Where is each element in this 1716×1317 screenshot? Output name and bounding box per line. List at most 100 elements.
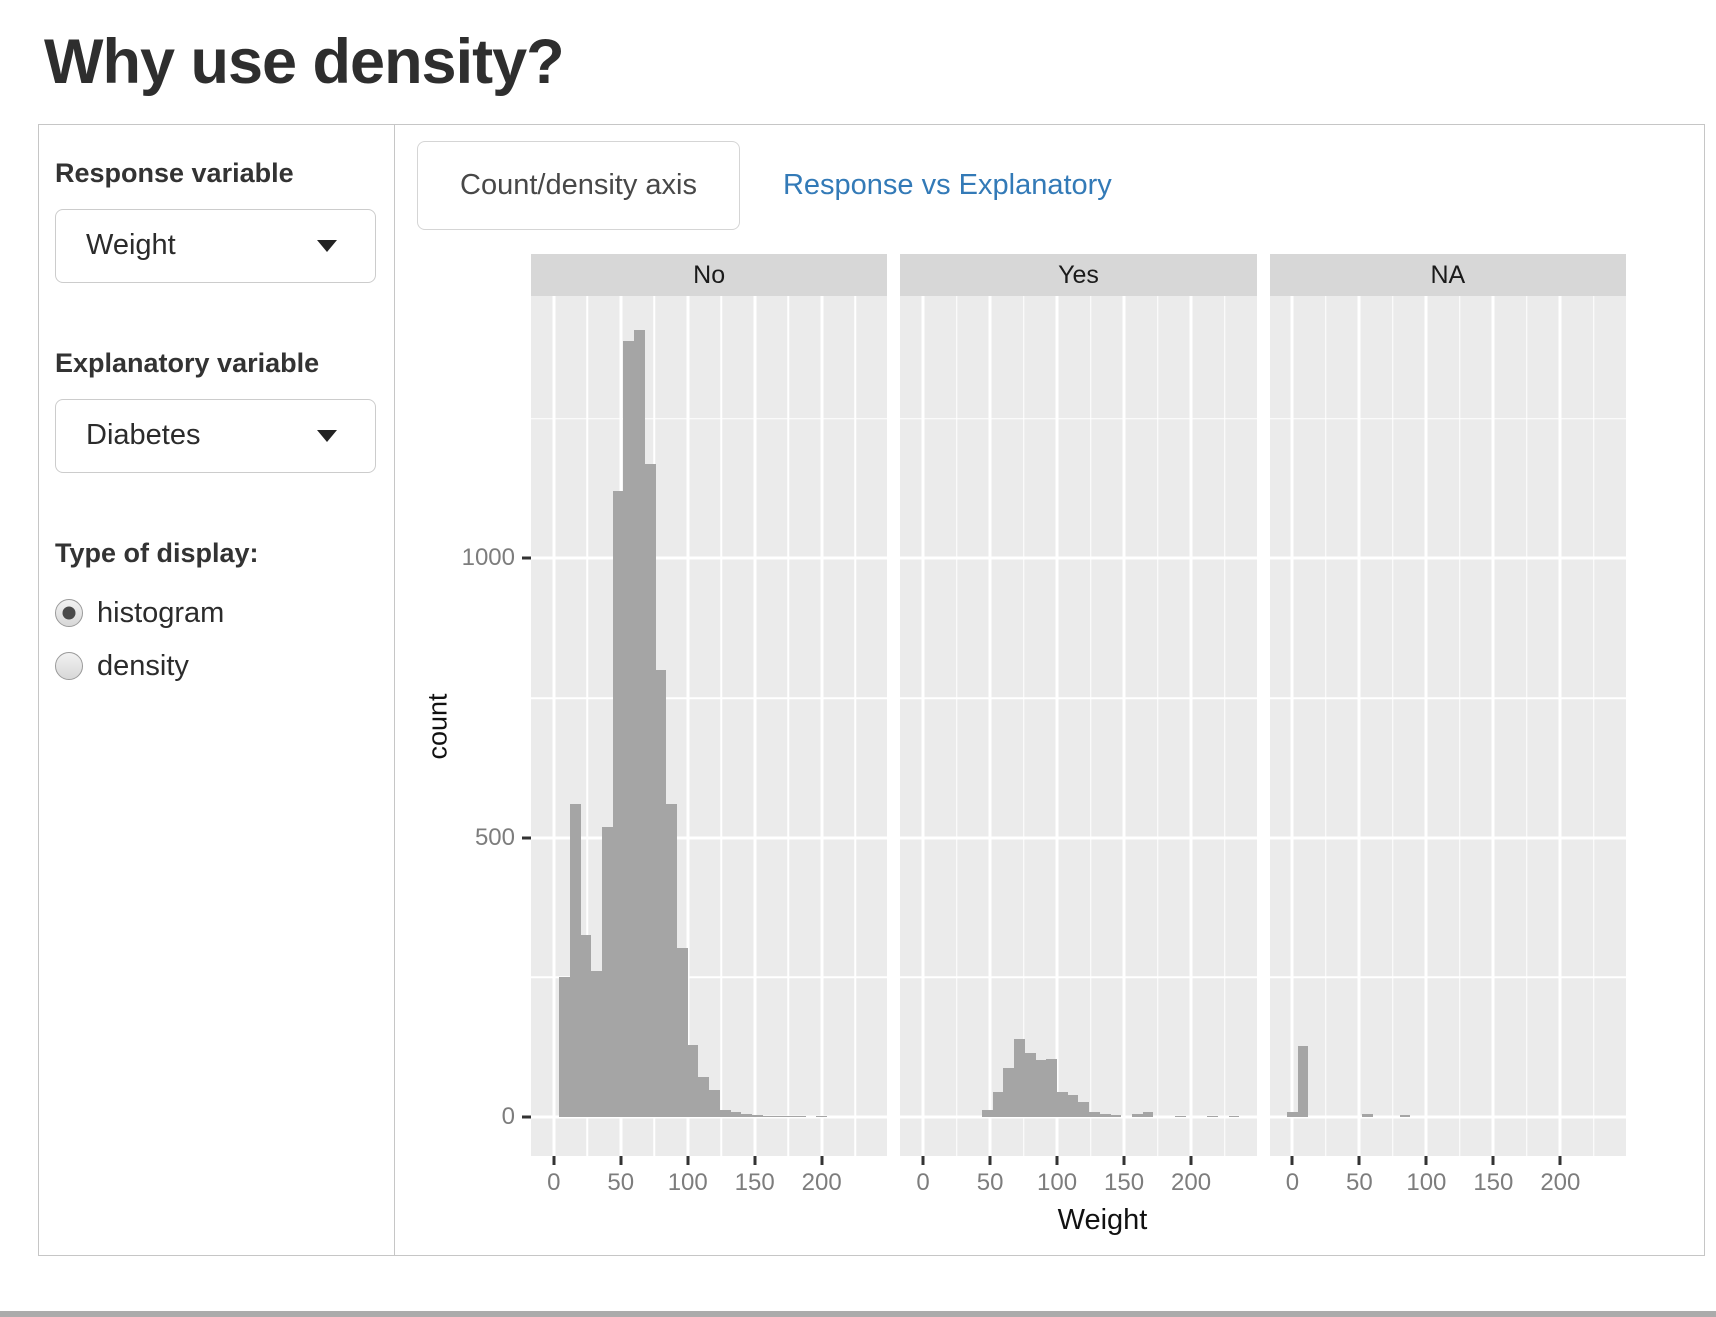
histogram-bar bbox=[794, 1116, 806, 1117]
minor-gridline bbox=[900, 418, 1257, 420]
x-tick-mark bbox=[820, 1156, 824, 1165]
response-variable-select[interactable]: Weight bbox=[55, 208, 376, 283]
x-tick-mark bbox=[1357, 1156, 1361, 1165]
histogram-bar bbox=[1228, 1116, 1240, 1117]
major-gridline bbox=[1290, 296, 1294, 1156]
histogram-bar bbox=[1142, 1112, 1154, 1117]
histogram-bar bbox=[1399, 1115, 1411, 1117]
x-axis-labels: 0 50 100 150 200 bbox=[1270, 1156, 1626, 1200]
radio-density[interactable]: density bbox=[55, 650, 376, 683]
histogram-bar bbox=[762, 1115, 774, 1117]
histogram-bar bbox=[719, 1110, 731, 1117]
major-gridline bbox=[531, 556, 888, 560]
x-tick-mark bbox=[619, 1156, 623, 1165]
facet-strip: Yes bbox=[900, 254, 1257, 296]
radio-histogram[interactable]: histogram bbox=[55, 597, 376, 630]
histogram-bar bbox=[1297, 1045, 1309, 1117]
minor-gridline bbox=[1459, 296, 1461, 1156]
radio-button-icon bbox=[55, 652, 83, 681]
facet-panel bbox=[900, 296, 1257, 1156]
histogram-bar bbox=[1099, 1114, 1111, 1117]
x-tick-mark bbox=[1055, 1156, 1059, 1165]
histogram-bar bbox=[634, 329, 645, 1117]
histogram-bar bbox=[1067, 1095, 1079, 1117]
x-axis-labels: 0 50 100 150 200 bbox=[531, 1156, 887, 1200]
histogram-bar bbox=[1035, 1059, 1047, 1117]
x-tick-mark bbox=[686, 1156, 690, 1165]
explanatory-variable-value: Diabetes bbox=[86, 419, 201, 452]
explanatory-variable-select[interactable]: Diabetes bbox=[55, 398, 376, 473]
radio-button-icon bbox=[55, 599, 83, 628]
major-gridline bbox=[1357, 296, 1361, 1156]
x-tick-label: 200 bbox=[1540, 1169, 1581, 1196]
sidebar-panel: Response variable Weight Explanatory var… bbox=[38, 124, 394, 1256]
x-tick-label: 50 bbox=[1346, 1169, 1373, 1196]
major-gridline bbox=[900, 556, 1257, 560]
histogram-bar bbox=[1110, 1115, 1122, 1117]
tab-response-vs-explanatory[interactable]: Response vs Explanatory bbox=[782, 169, 1112, 201]
x-tick-label: 0 bbox=[1285, 1169, 1300, 1196]
x-tick-label: 150 bbox=[1104, 1169, 1145, 1196]
histogram-bar bbox=[601, 826, 613, 1117]
minor-gridline bbox=[531, 697, 888, 699]
y-axis-title-column: count bbox=[417, 296, 459, 1156]
x-tick-label: 100 bbox=[667, 1169, 708, 1196]
facet-panel bbox=[531, 296, 888, 1156]
histogram-bar bbox=[1078, 1102, 1090, 1117]
x-tick-mark bbox=[988, 1156, 992, 1165]
major-gridline bbox=[900, 836, 1257, 840]
major-gridline bbox=[1269, 1115, 1626, 1119]
minor-gridline bbox=[1156, 296, 1159, 1156]
facet-strip-label: NA bbox=[1430, 260, 1466, 289]
minor-gridline bbox=[1392, 296, 1394, 1156]
y-tick-mark bbox=[522, 1115, 531, 1119]
minor-gridline bbox=[1269, 697, 1626, 699]
y-axis-title: count bbox=[422, 692, 453, 760]
histogram-bar bbox=[569, 804, 581, 1117]
x-tick-label: 100 bbox=[1037, 1169, 1078, 1196]
histogram-bar bbox=[992, 1092, 1004, 1117]
histogram-bar bbox=[1207, 1116, 1218, 1117]
facet-na: NA 0 50 100 150 200 bbox=[1269, 254, 1626, 1200]
major-gridline bbox=[1055, 296, 1059, 1156]
minor-gridline bbox=[586, 296, 588, 1156]
facet-strip: NA bbox=[1269, 254, 1626, 296]
caret-down-icon bbox=[317, 239, 337, 252]
minor-gridline bbox=[900, 697, 1257, 699]
x-tick-mark bbox=[921, 1156, 925, 1165]
main-panel: Count/density axis Response vs Explanato… bbox=[394, 124, 1705, 1256]
histogram-bar bbox=[816, 1116, 828, 1117]
tab-count-density-axis[interactable]: Count/density axis bbox=[417, 141, 740, 230]
app-page: Why use density? Response variable Weigh… bbox=[0, 0, 1716, 1256]
x-tick-label: 150 bbox=[1473, 1169, 1514, 1196]
histogram-bar bbox=[1057, 1091, 1068, 1117]
x-tick-label: 50 bbox=[607, 1169, 635, 1196]
x-tick-mark bbox=[1189, 1156, 1193, 1165]
major-gridline bbox=[1424, 296, 1428, 1156]
major-gridline bbox=[1558, 296, 1562, 1156]
minor-gridline bbox=[1089, 296, 1092, 1156]
major-gridline bbox=[686, 296, 690, 1156]
radio-density-label: density bbox=[97, 649, 189, 682]
histogram-bar bbox=[677, 948, 688, 1117]
x-tick-mark bbox=[1122, 1156, 1126, 1165]
histogram-bar bbox=[591, 970, 602, 1117]
x-tick-label: 200 bbox=[1170, 1169, 1212, 1196]
histogram-bar bbox=[559, 977, 570, 1117]
x-tick-label: 150 bbox=[734, 1169, 775, 1196]
y-tick-mark bbox=[522, 556, 531, 560]
histogram-bar bbox=[709, 1090, 720, 1117]
minor-gridline bbox=[1022, 296, 1025, 1156]
page-title: Why use density? bbox=[44, 27, 565, 97]
histogram-bar bbox=[644, 463, 656, 1117]
y-tick-label: 500 bbox=[474, 823, 515, 851]
histogram-bar bbox=[1003, 1068, 1015, 1117]
y-tick-label: 1000 bbox=[461, 544, 515, 572]
x-tick-label: 100 bbox=[1406, 1169, 1447, 1196]
radio-histogram-label: histogram bbox=[97, 596, 225, 629]
facet-panels: No 0 50 100 150 200 Yes 0 50 100 150 200 bbox=[531, 254, 1626, 1200]
histogram-bar bbox=[698, 1077, 710, 1117]
x-tick-label: 50 bbox=[976, 1169, 1004, 1196]
minor-gridline bbox=[900, 976, 1257, 979]
histogram-bar bbox=[687, 1044, 699, 1117]
